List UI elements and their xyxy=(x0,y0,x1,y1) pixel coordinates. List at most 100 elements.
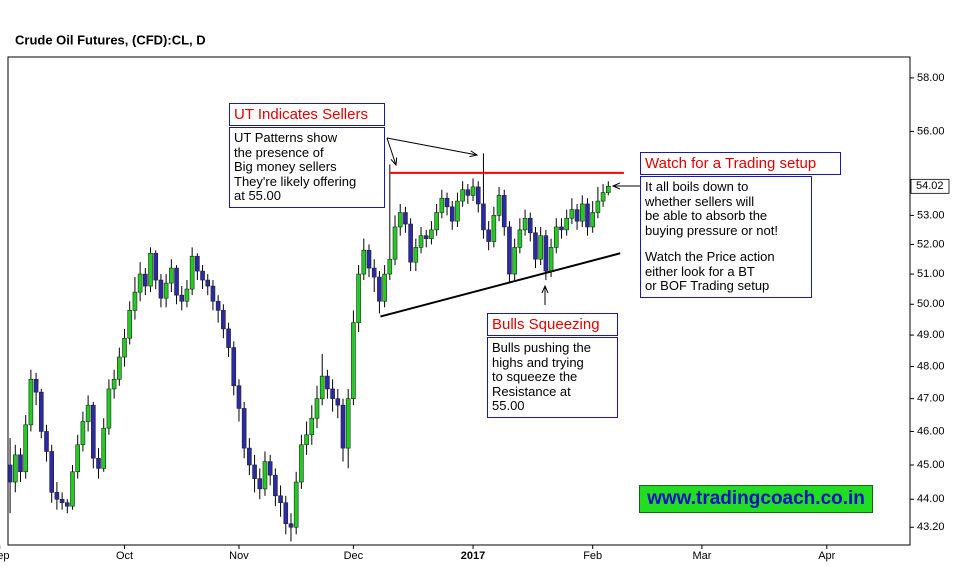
x-tick-label: Dec xyxy=(344,550,364,562)
candle-body xyxy=(371,267,377,278)
plot-area xyxy=(8,153,624,542)
candle-body xyxy=(423,235,429,239)
annotation-line: the presence of xyxy=(234,144,324,160)
candle-body xyxy=(481,203,486,231)
candle-body xyxy=(241,408,247,449)
candle-body xyxy=(548,247,554,272)
candle-body xyxy=(366,250,372,269)
candle-body xyxy=(553,226,559,248)
annotation-line: Watch the Price action xyxy=(645,249,775,264)
candle-body xyxy=(184,288,190,302)
candle-body xyxy=(137,273,143,293)
candle-body xyxy=(434,212,439,231)
annotation-body: UT Patterns show the presence of Big mon… xyxy=(229,127,385,208)
candle-body xyxy=(91,404,96,459)
y-tick-label: 53.00 xyxy=(917,209,945,221)
annotation-title: Bulls Squeezing xyxy=(487,313,618,336)
candle-body xyxy=(475,186,481,205)
y-tick-label: 47.00 xyxy=(917,393,945,405)
annotation-title: Watch for a Trading setup xyxy=(640,152,841,175)
candle-body xyxy=(439,197,445,213)
candle-body xyxy=(491,215,497,242)
candle-body xyxy=(600,192,606,202)
candle-body xyxy=(247,447,252,466)
candle-body xyxy=(195,255,200,272)
watermark: www.tradingcoach.co.in xyxy=(639,485,873,513)
candle-body xyxy=(111,379,117,390)
candle-body xyxy=(574,209,580,222)
candle-body xyxy=(122,337,127,358)
x-tick-label: Mar xyxy=(692,550,711,562)
candle-body xyxy=(314,398,320,419)
annotation-line: buying pressure or not! xyxy=(645,222,778,238)
annotation-line: UT Patterns show xyxy=(234,130,338,145)
candle-body xyxy=(179,294,185,302)
candle-body xyxy=(527,217,533,234)
candle-body xyxy=(205,279,211,287)
annotation-title-text: Bulls Squeezing xyxy=(492,316,600,333)
last-price-box xyxy=(910,178,950,194)
annotation-body: Bulls pushing the highs and trying to sq… xyxy=(487,337,618,418)
annotation-title: UT Indicates Sellers xyxy=(229,103,385,126)
y-tick-label: 56.00 xyxy=(917,125,945,137)
candle-body xyxy=(543,235,549,272)
candle-body xyxy=(215,300,221,311)
candle-body xyxy=(101,427,107,469)
candle-body xyxy=(49,451,54,493)
candle-body xyxy=(236,385,242,409)
candle-body xyxy=(418,235,424,248)
annotation-line: 55.00 xyxy=(492,398,525,413)
annotation-title-text: Watch for a Trading setup xyxy=(645,155,817,172)
candle-body xyxy=(397,212,403,228)
plot-frame xyxy=(7,56,911,546)
y-tick-label: 50.00 xyxy=(917,298,945,310)
annotation-line: at 55.00 xyxy=(234,188,281,203)
candle-body xyxy=(309,417,315,436)
candle-body xyxy=(283,502,289,525)
x-tick-label: Feb xyxy=(583,550,602,562)
y-tick-label: 49.00 xyxy=(917,329,945,341)
annotation-line: be able to absorb the xyxy=(645,208,768,223)
candle-body xyxy=(486,229,491,242)
candle-body xyxy=(189,255,195,290)
candle-body xyxy=(143,273,148,287)
candle-body xyxy=(569,209,575,219)
candle-body xyxy=(351,322,356,399)
candle-body xyxy=(158,279,164,299)
y-tick-label: 43.20 xyxy=(917,521,945,533)
candle-body xyxy=(413,247,419,263)
candle-body xyxy=(293,481,299,528)
candle-body xyxy=(169,267,174,284)
candle-body xyxy=(512,247,517,275)
annotation-line: highs and trying xyxy=(492,354,584,370)
y-tick-label: 51.00 xyxy=(917,268,945,280)
candle-body xyxy=(319,375,325,399)
candle-body xyxy=(288,523,294,528)
candle-body xyxy=(252,464,257,479)
candle-body xyxy=(356,273,361,323)
candle-body xyxy=(377,276,382,302)
y-tick-label: 46.00 xyxy=(917,425,945,437)
candle-body xyxy=(496,195,502,216)
candle-body xyxy=(28,379,34,426)
candle-body xyxy=(70,471,75,507)
candle-body xyxy=(59,498,65,504)
trend-line xyxy=(380,252,621,318)
candle-body xyxy=(538,235,543,260)
candle-body xyxy=(304,434,309,446)
candle-body xyxy=(221,310,226,330)
candle-body xyxy=(429,229,434,239)
annotation-line: It all boils down to xyxy=(645,179,749,194)
candle-body xyxy=(153,252,159,281)
y-tick-label: 52.00 xyxy=(917,238,945,250)
candle-body xyxy=(507,226,512,275)
candle-body xyxy=(517,229,523,248)
candle-body xyxy=(278,495,283,504)
candle-body xyxy=(174,267,179,296)
candle-body xyxy=(522,217,528,231)
candle-body xyxy=(163,282,169,299)
candle-body xyxy=(18,454,23,473)
candle-body xyxy=(382,273,387,302)
